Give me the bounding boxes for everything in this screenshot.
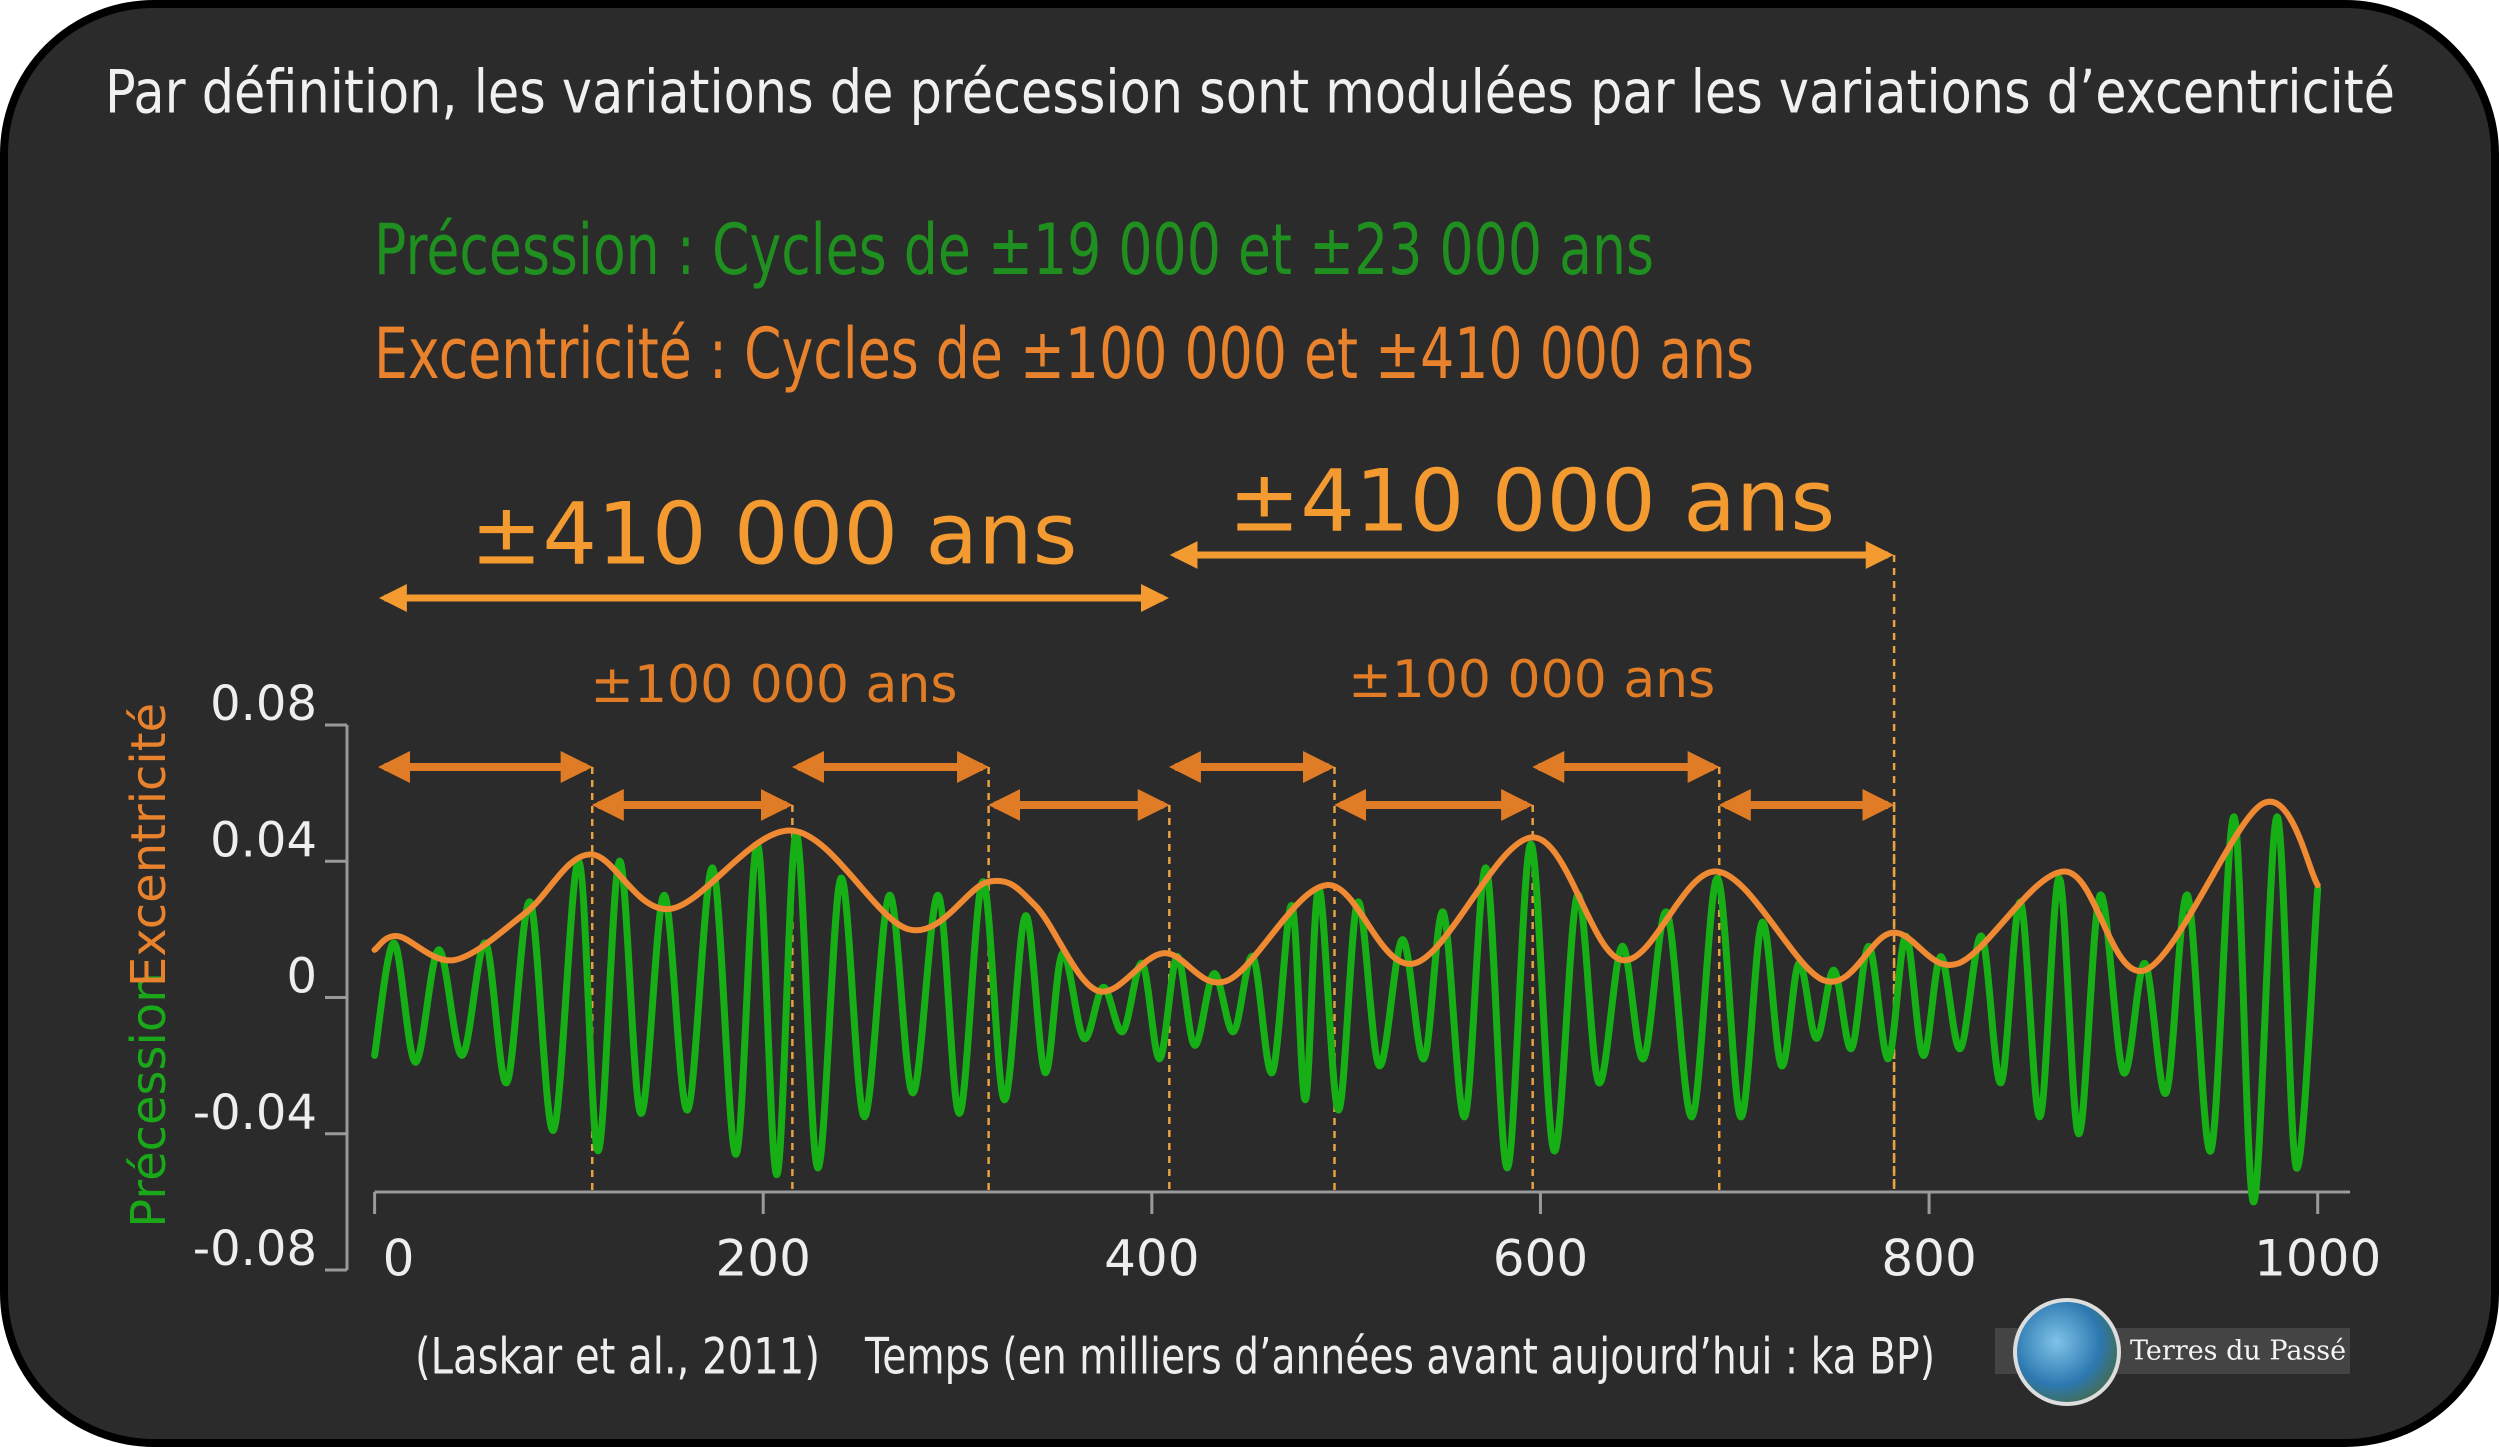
y-tick-label: 0.08 [210,676,317,732]
subtitle: Excentricité : Cycles de ±100 000 et ±41… [374,313,1754,395]
span-label: ±410 000 ans [1228,451,1835,551]
x-tick-label: 600 [1493,1230,1588,1288]
x-tick-label: 800 [1881,1230,1976,1288]
y-tick-label: 0 [286,949,317,1005]
x-tick-label: 0 [383,1230,415,1288]
subtitle: Précession : Cycles de ±19 000 et ±23 00… [374,209,1654,291]
logo-text: Terres du Passé [2130,1336,2346,1367]
y-tick-label: -0.04 [193,1085,317,1141]
x-axis-label: Temps (en milliers d’années avant aujour… [864,1328,1935,1386]
span-label: ±410 000 ans [470,484,1077,584]
series-line [371,798,2321,995]
span-label: ±100 000 ans [1348,650,1715,710]
x-tick-label: 1000 [2254,1230,2381,1288]
source: (Laskar et al., 2011) [415,1328,820,1386]
y-axis-label: Précession [121,972,177,1227]
y-axis-label: Excentricité [121,703,177,987]
y-tick-label: -0.08 [193,1221,317,1277]
span-label: ±100 000 ans [590,655,957,715]
title: Par définition, les variations de préces… [105,58,2395,128]
logo-icon [2013,1298,2121,1406]
x-tick-label: 400 [1104,1230,1199,1288]
y-tick-label: 0.04 [210,812,317,868]
x-tick-label: 200 [716,1230,811,1288]
